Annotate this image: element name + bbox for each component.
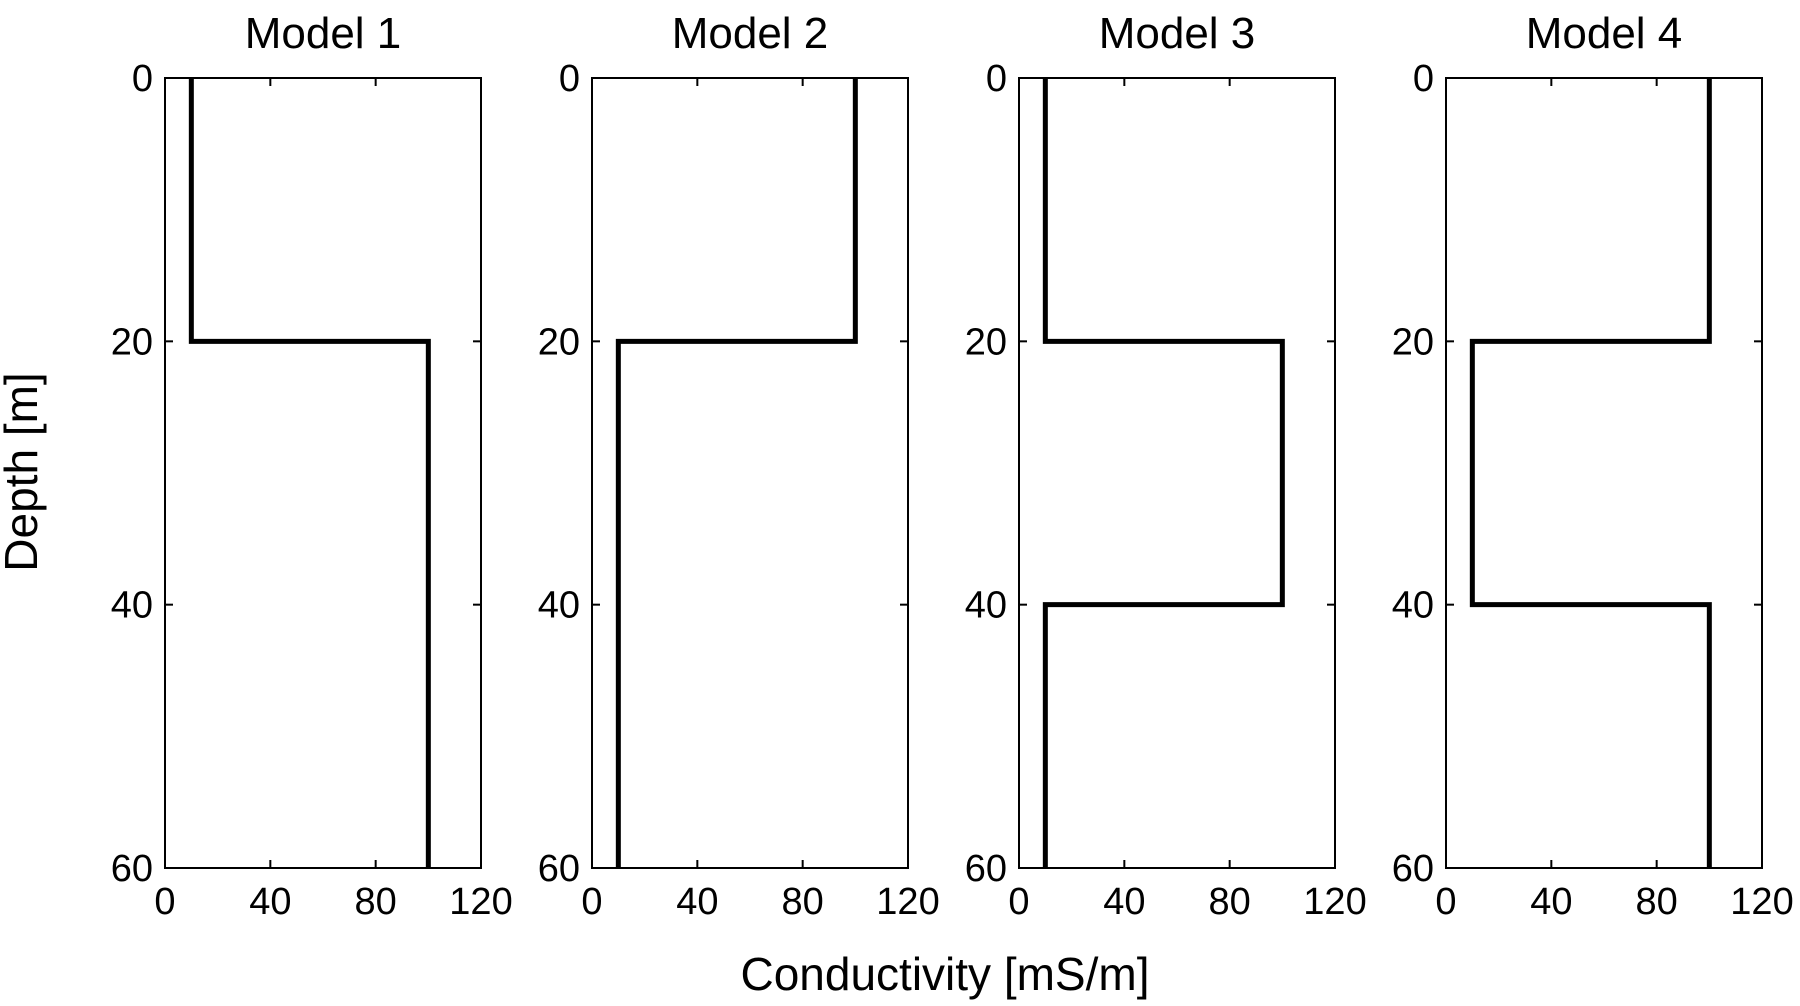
x-tick-label: 40 <box>1530 881 1572 923</box>
x-tick-label: 80 <box>1209 881 1251 923</box>
y-tick-label: 0 <box>132 58 153 100</box>
x-tick-label: 0 <box>581 881 602 923</box>
panel-title: Model 4 <box>1526 9 1683 58</box>
y-tick-label: 20 <box>1392 321 1434 363</box>
x-tick-label: 120 <box>449 881 512 923</box>
plot-frame <box>1018 77 1336 869</box>
x-tick-label: 40 <box>1103 881 1145 923</box>
x-tick-label: 80 <box>1636 881 1678 923</box>
plot-frame <box>591 77 909 869</box>
conductivity-profile-line <box>615 78 858 868</box>
y-tick-label: 0 <box>1413 58 1434 100</box>
panel-4: 0 40 80 120 0 20 40 60 Model 4 <box>1392 9 1794 923</box>
x-tick-label: 80 <box>782 881 824 923</box>
panel-title: Model 2 <box>672 9 829 58</box>
x-tick-label: 120 <box>1303 881 1366 923</box>
y-tick-label: 60 <box>538 848 580 890</box>
y-tick-label: 40 <box>111 585 153 627</box>
x-tick-label: 120 <box>1730 881 1793 923</box>
x-tick-label: 120 <box>876 881 939 923</box>
y-tick-label: 60 <box>1392 848 1434 890</box>
x-tick-label: 80 <box>355 881 397 923</box>
y-tick-label: 20 <box>538 321 580 363</box>
y-tick-label: 60 <box>965 848 1007 890</box>
y-tick-label: 40 <box>538 585 580 627</box>
x-tick-label: 40 <box>249 881 291 923</box>
y-tick-label: 60 <box>111 848 153 890</box>
conductivity-profile-line <box>1469 78 1712 868</box>
y-tick-label: 40 <box>965 585 1007 627</box>
panels: 0 40 80 120 0 20 40 60 Model 1 0 40 80 120 0 20 40 60 Mod… <box>111 9 1794 923</box>
x-axis-label: Conductivity [mS/m] <box>741 948 1150 1000</box>
x-tick-label: 0 <box>154 881 175 923</box>
y-tick-label: 20 <box>111 321 153 363</box>
conductivity-profile-line <box>1042 78 1285 868</box>
y-tick-label: 0 <box>559 58 580 100</box>
x-tick-label: 0 <box>1008 881 1029 923</box>
y-axis-label: Depth [m] <box>0 372 47 571</box>
plot-frame <box>1445 77 1763 869</box>
y-tick-label: 20 <box>965 321 1007 363</box>
panel-2: 0 40 80 120 0 20 40 60 Model 2 <box>538 9 940 923</box>
panel-title: Model 1 <box>245 9 402 58</box>
x-tick-label: 40 <box>676 881 718 923</box>
panel-1: 0 40 80 120 0 20 40 60 Model 1 <box>111 9 513 923</box>
panel-title: Model 3 <box>1099 9 1256 58</box>
y-tick-label: 40 <box>1392 585 1434 627</box>
plot-frame <box>164 77 482 869</box>
y-tick-label: 0 <box>986 58 1007 100</box>
x-tick-label: 0 <box>1435 881 1456 923</box>
panel-3: 0 40 80 120 0 20 40 60 Model 3 <box>965 9 1367 923</box>
conductivity-profile-line <box>188 78 431 868</box>
